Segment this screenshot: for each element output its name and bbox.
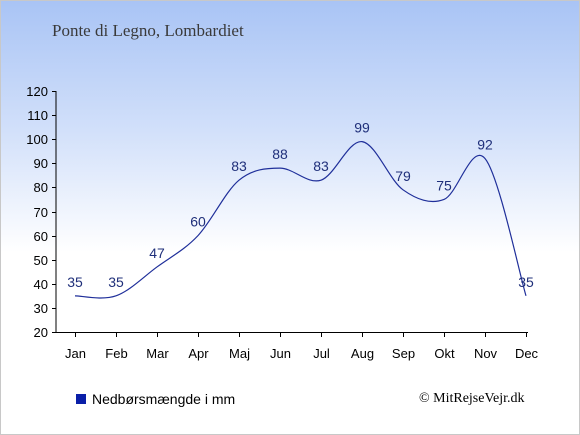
- x-tick-label: Jul: [313, 346, 330, 361]
- data-label: 35: [518, 274, 534, 290]
- legend: Nedbørsmængde i mm: [76, 391, 235, 407]
- data-label: 75: [436, 177, 452, 193]
- y-tick-label: 60: [34, 229, 48, 244]
- y-tick-label: 110: [27, 108, 48, 123]
- y-tick-label: 100: [26, 132, 48, 147]
- x-tick-label: Maj: [229, 346, 250, 361]
- data-label: 88: [272, 146, 288, 162]
- data-label: 83: [313, 158, 329, 174]
- y-tick-label: 20: [34, 325, 48, 340]
- y-tick-label: 80: [34, 180, 48, 195]
- series-line: [74, 141, 527, 299]
- y-tick-label: 30: [34, 301, 48, 316]
- data-label: 60: [190, 214, 206, 230]
- x-tick-label: Jan: [65, 346, 86, 361]
- credit-text: © MitRejseVejr.dk: [419, 391, 525, 406]
- y-axis-ticks: 20 30 40 50 60 70 80 90 100 110 120: [26, 84, 56, 340]
- data-label: 35: [108, 274, 124, 290]
- x-tick-label: Mar: [146, 346, 169, 361]
- y-tick-label: 70: [34, 205, 48, 220]
- data-labels: 35 35 47 60 83 88 83 99 79 75 92 35: [67, 120, 534, 290]
- data-label: 79: [395, 168, 411, 184]
- x-tick-label: Apr: [188, 346, 209, 361]
- x-tick-label: Jun: [270, 346, 291, 361]
- data-label: 35: [67, 274, 83, 290]
- data-label: 83: [231, 158, 247, 174]
- data-label: 47: [149, 245, 165, 261]
- x-tick-label: Nov: [474, 346, 498, 361]
- x-tick-label: Dec: [515, 346, 539, 361]
- chart-title: Ponte di Legno, Lombardiet: [52, 21, 244, 40]
- axes: [55, 91, 528, 333]
- y-tick-label: 50: [34, 253, 48, 268]
- y-tick-label: 90: [34, 156, 48, 171]
- x-tick-label: Feb: [105, 346, 127, 361]
- x-axis-ticks: Jan Feb Mar Apr Maj Jun Jul Aug Sep Okt Nov Dec: [65, 332, 539, 361]
- legend-swatch: [76, 394, 86, 404]
- x-tick-label: Okt: [434, 346, 455, 361]
- y-tick-label: 120: [26, 84, 48, 99]
- data-label: 92: [477, 136, 493, 152]
- x-tick-label: Sep: [392, 346, 415, 361]
- data-label: 99: [354, 120, 370, 136]
- legend-label: Nedbørsmængde i mm: [92, 391, 236, 407]
- x-tick-label: Aug: [351, 346, 374, 361]
- y-tick-label: 40: [34, 277, 48, 292]
